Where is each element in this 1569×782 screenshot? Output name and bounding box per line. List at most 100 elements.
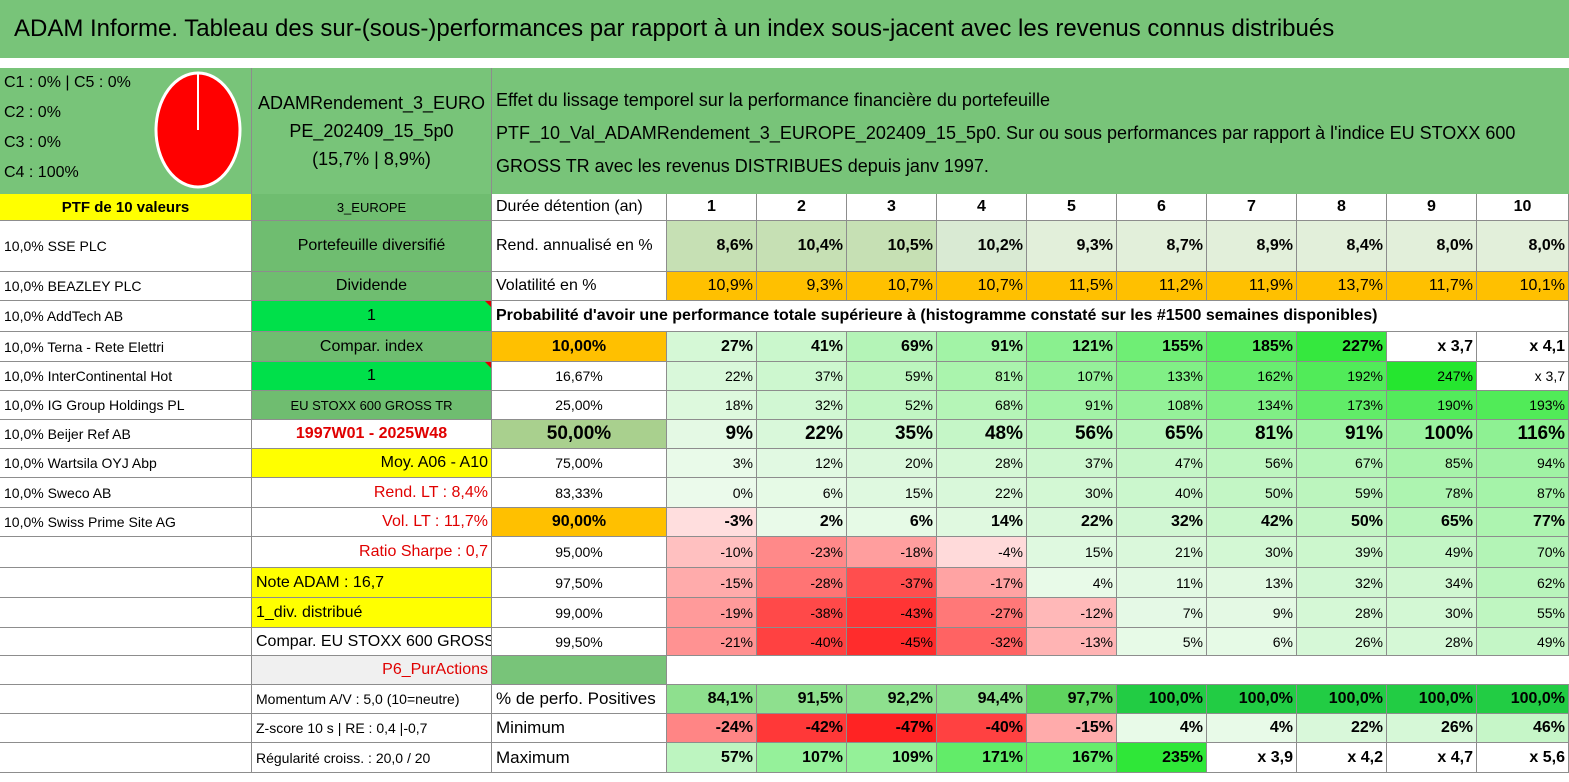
probability-value: 9% xyxy=(1207,598,1297,628)
minimum-value: -47% xyxy=(847,714,937,743)
year-header: 2 xyxy=(757,194,847,221)
empty-cell xyxy=(0,568,252,598)
positive-perf: 94,4% xyxy=(937,685,1027,714)
probability-value: 65% xyxy=(1387,508,1477,537)
probability-value: 2% xyxy=(757,508,847,537)
probability-value: 0% xyxy=(667,478,757,508)
empty-cell xyxy=(1387,301,1569,332)
probability-value: 21% xyxy=(1117,537,1207,568)
probability-value: -4% xyxy=(937,537,1027,568)
portfolio-name: ADAMRendement_3_EURO PE_202409_15_5p0 (1… xyxy=(252,68,492,194)
probability-value: 173% xyxy=(1297,391,1387,420)
empty-cell xyxy=(492,656,667,685)
report-title: ADAM Informe. Tableau des sur-(sous-)per… xyxy=(0,0,1569,62)
probability-value: 100% xyxy=(1387,420,1477,449)
probability-value: 15% xyxy=(1027,537,1117,568)
volatility-value: 9,3% xyxy=(757,272,847,301)
title-separator xyxy=(0,62,1569,68)
probability-value: 155% xyxy=(1117,332,1207,362)
probability-value: 15% xyxy=(847,478,937,508)
positive-perf: 100,0% xyxy=(1117,685,1207,714)
probability-value: 192% xyxy=(1297,362,1387,391)
annual-return: 8,7% xyxy=(1117,221,1207,272)
probability-value: -45% xyxy=(847,628,937,656)
probability-value: 68% xyxy=(937,391,1027,420)
positive-perf: 91,5% xyxy=(757,685,847,714)
category-legend: C1 : 0% | C5 : 0% C2 : 0% C3 : 0% C4 : 1… xyxy=(0,68,252,194)
probability-value: -15% xyxy=(667,568,757,598)
category-pie-chart xyxy=(154,71,242,189)
volatility-value: 11,7% xyxy=(1387,272,1477,301)
annual-return: 8,0% xyxy=(1477,221,1569,272)
probability-value: 67% xyxy=(1297,449,1387,478)
probability-value: -10% xyxy=(667,537,757,568)
probability-value: 49% xyxy=(1387,537,1477,568)
probability-threshold: 83,33% xyxy=(492,478,667,508)
probability-threshold: 97,50% xyxy=(492,568,667,598)
probability-value: -23% xyxy=(757,537,847,568)
period-label: 1997W01 - 2025W48 xyxy=(252,420,492,449)
minimum-value: 4% xyxy=(1117,714,1207,743)
volatility-value: 13,7% xyxy=(1297,272,1387,301)
probability-value: 26% xyxy=(1297,628,1387,656)
probability-value: 87% xyxy=(1477,478,1569,508)
minimum-value-label: Minimum xyxy=(492,714,667,743)
note-adam: Note ADAM : 16,7 xyxy=(252,568,492,598)
minimum-value: -15% xyxy=(1027,714,1117,743)
probability-value: -37% xyxy=(847,568,937,598)
probability-value: 91% xyxy=(937,332,1027,362)
volatility-value: 10,7% xyxy=(847,272,937,301)
probability-value: 65% xyxy=(1117,420,1207,449)
probability-value: 7% xyxy=(1117,598,1207,628)
probability-value: 6% xyxy=(1207,628,1297,656)
flag-one: 1 xyxy=(252,362,492,391)
maximum-value: 107% xyxy=(757,743,847,773)
maximum-value: x 4,2 xyxy=(1297,743,1387,773)
maximum-value: 109% xyxy=(847,743,937,773)
year-header: 4 xyxy=(937,194,1027,221)
volatility-value: 10,9% xyxy=(667,272,757,301)
positive-perf: 100,0% xyxy=(1297,685,1387,714)
compar-label: Compar. EU STOXX 600 GROSS TR xyxy=(252,628,492,656)
probability-value: 30% xyxy=(1387,598,1477,628)
probability-value: 39% xyxy=(1297,537,1387,568)
maximum-value: x 5,6 xyxy=(1477,743,1569,773)
holdings-header: PTF de 10 valeurs xyxy=(0,194,252,221)
description-line-3: GROSS TR avec les revenus DISTRIBUES dep… xyxy=(496,156,989,176)
legend-line-1: C1 : 0% | C5 : 0% xyxy=(4,74,131,91)
probability-value: 121% xyxy=(1027,332,1117,362)
probability-value: 50% xyxy=(1207,478,1297,508)
probability-value: 247% xyxy=(1387,362,1477,391)
probability-value: 20% xyxy=(847,449,937,478)
probability-value: 28% xyxy=(937,449,1027,478)
probability-value: 48% xyxy=(937,420,1027,449)
comment-marker xyxy=(485,362,491,368)
dividend-distributed: 1_div. distribué xyxy=(252,598,492,628)
probability-value: 193% xyxy=(1477,391,1569,420)
probability-value: 22% xyxy=(1027,508,1117,537)
minimum-value: 46% xyxy=(1477,714,1569,743)
volatility-value: 10,7% xyxy=(937,272,1027,301)
probability-value: 162% xyxy=(1207,362,1297,391)
probability-value: 34% xyxy=(1387,568,1477,598)
probability-value: 42% xyxy=(1207,508,1297,537)
empty-cell xyxy=(0,628,252,656)
empty-cell xyxy=(0,685,252,714)
probability-threshold: 16,67% xyxy=(492,362,667,391)
positive-perf: 100,0% xyxy=(1387,685,1477,714)
empty-cell xyxy=(0,537,252,568)
minimum-value: 4% xyxy=(1207,714,1297,743)
probability-value: 56% xyxy=(1027,420,1117,449)
holding-row: 10,0% Beijer Ref AB xyxy=(0,420,252,449)
probability-value: 22% xyxy=(667,362,757,391)
probability-value: 91% xyxy=(1027,391,1117,420)
probability-value: 35% xyxy=(847,420,937,449)
probability-value: 47% xyxy=(1117,449,1207,478)
probability-value: -43% xyxy=(847,598,937,628)
region-label: 3_EUROPE xyxy=(252,194,492,221)
holding-row: 10,0% InterContinental Hot xyxy=(0,362,252,391)
probability-value: 59% xyxy=(847,362,937,391)
probability-value: 37% xyxy=(1027,449,1117,478)
probability-value: -32% xyxy=(937,628,1027,656)
minimum-value: 22% xyxy=(1297,714,1387,743)
